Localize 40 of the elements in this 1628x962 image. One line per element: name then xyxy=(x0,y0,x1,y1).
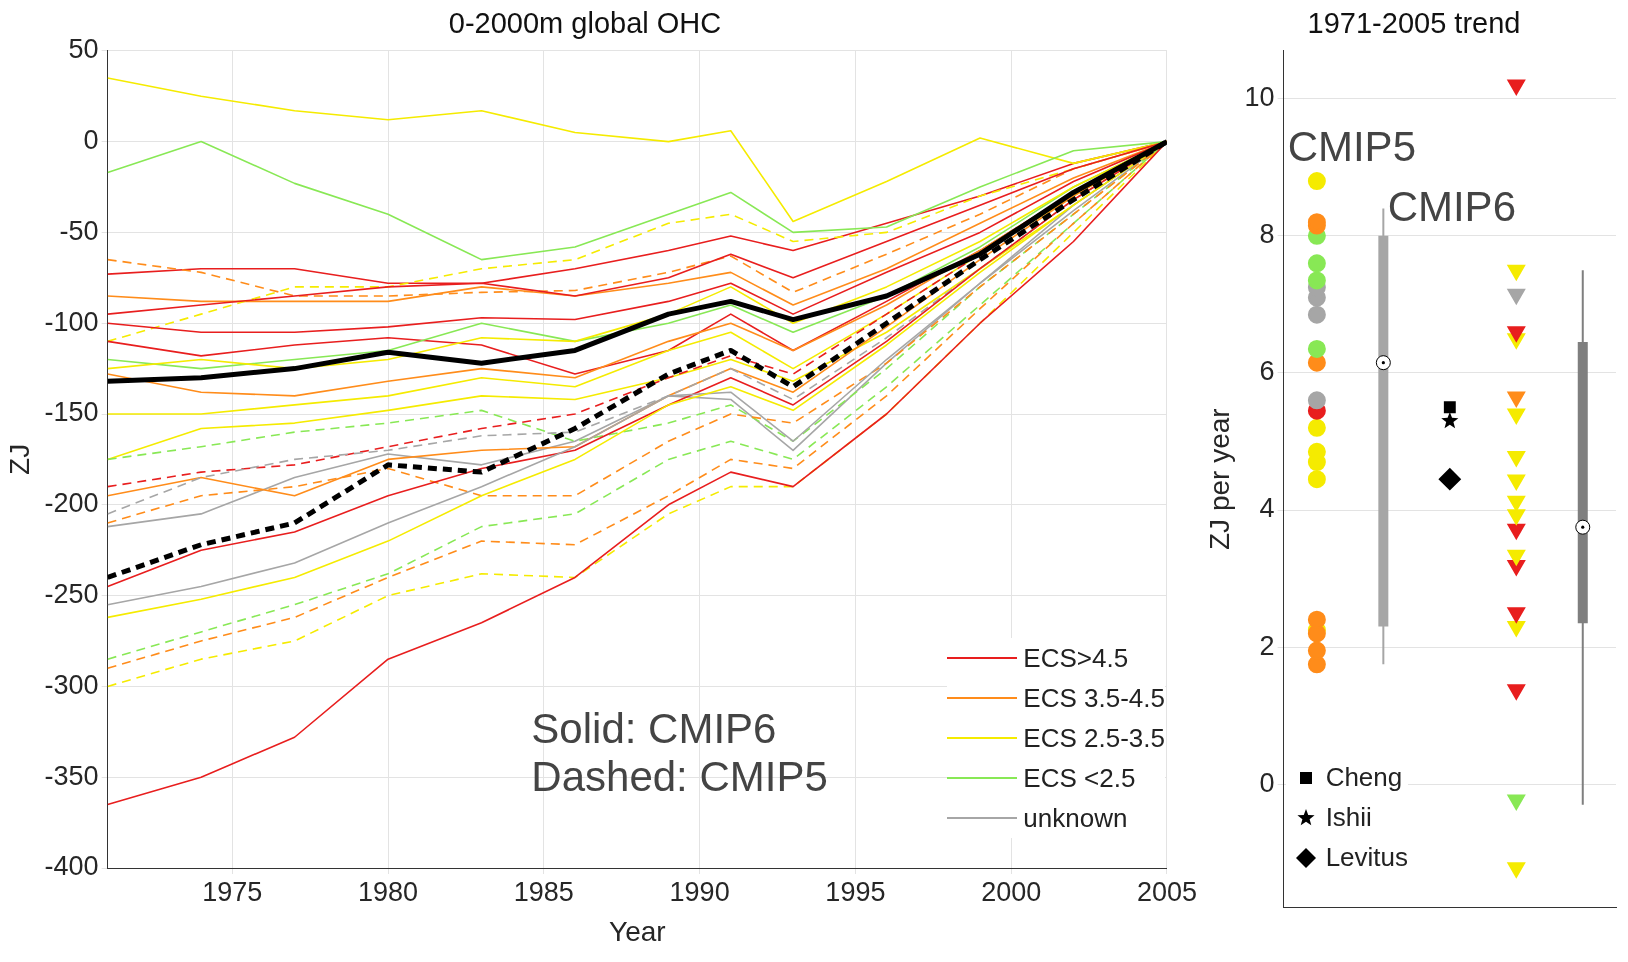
legend-label: ECS 2.5-3.5 xyxy=(1023,722,1165,754)
legend-label: ECS>4.5 xyxy=(1023,642,1129,674)
y-axis-title: ZJ xyxy=(3,443,35,475)
y-tick-label: 50 xyxy=(68,34,99,65)
legend-label: ECS 3.5-4.5 xyxy=(1023,682,1165,714)
y-axis-title: ZJ per year xyxy=(1203,408,1235,550)
y-tick-label: 10 xyxy=(1244,82,1275,113)
legend-label: ECS <2.5 xyxy=(1023,762,1136,794)
y-tick-label: -250 xyxy=(44,579,99,610)
y-tick-label: -300 xyxy=(44,669,99,700)
y-tick-label: -150 xyxy=(44,397,99,428)
y-tick-label: 8 xyxy=(1259,219,1275,250)
x-tick-label: 1975 xyxy=(202,876,263,907)
y-tick-label: 0 xyxy=(83,125,99,156)
legend-label: Cheng xyxy=(1325,762,1403,794)
y-tick-label: 0 xyxy=(1259,767,1275,798)
y-tick-label: -100 xyxy=(44,306,99,337)
y-tick-label: 6 xyxy=(1259,356,1275,387)
annotation: Dashed: CMIP5 xyxy=(531,753,828,800)
y-tick-label: 4 xyxy=(1259,493,1275,524)
y-tick-label: 2 xyxy=(1259,630,1275,661)
annotation: CMIP6 xyxy=(1387,182,1516,230)
x-tick-label: 2005 xyxy=(1136,876,1198,907)
legend-label: unknown xyxy=(1023,802,1128,834)
x-tick-label: 1980 xyxy=(358,876,419,907)
chart-title: 0-2000m global OHC xyxy=(448,7,722,40)
y-tick-label: -50 xyxy=(59,215,99,246)
y-tick-label: -200 xyxy=(44,488,99,519)
y-tick-label: -400 xyxy=(44,851,99,882)
annotation: CMIP5 xyxy=(1287,122,1416,170)
legend-label: Ishii xyxy=(1325,802,1372,834)
x-axis-title: Year xyxy=(609,915,666,947)
x-tick-label: 1995 xyxy=(825,876,886,907)
y-tick-label: -350 xyxy=(44,760,99,791)
x-tick-label: 1990 xyxy=(669,876,730,907)
legend-label: Levitus xyxy=(1325,842,1409,874)
x-tick-label: 1985 xyxy=(513,876,574,907)
x-tick-label: 2000 xyxy=(981,876,1042,907)
chart-title: 1971-2005 trend xyxy=(1307,7,1521,40)
annotation: Solid: CMIP6 xyxy=(531,705,777,752)
